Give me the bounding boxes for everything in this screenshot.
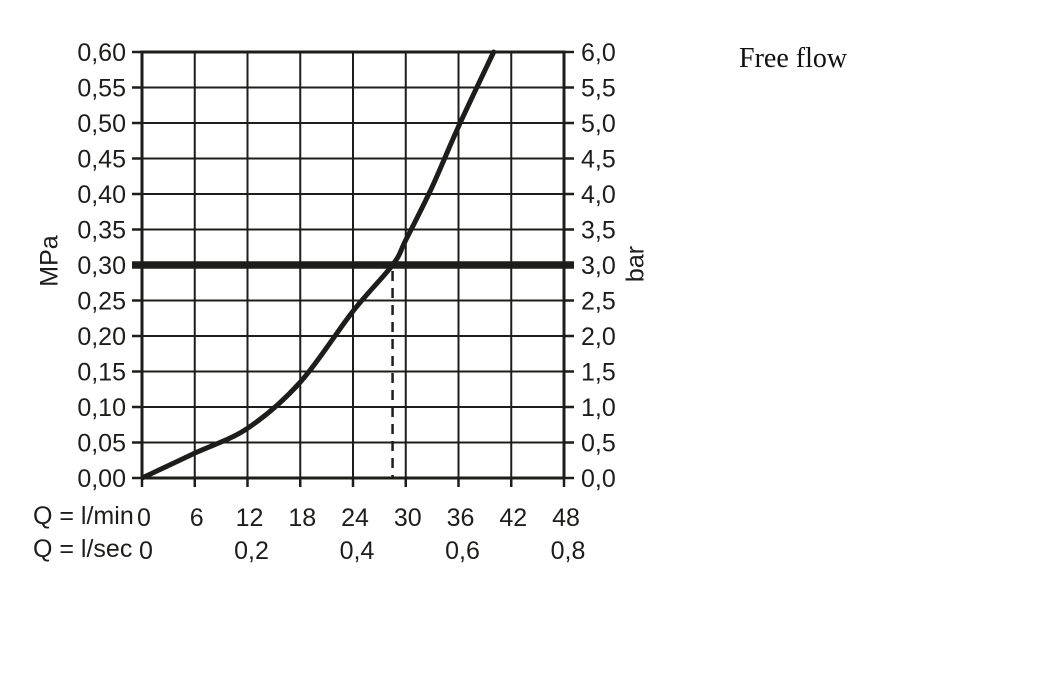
svg-text:42: 42 [499,504,527,532]
svg-text:3,0: 3,0 [581,252,616,280]
svg-text:0,25: 0,25 [77,288,126,316]
y-axis-left-unit-label: MPa [35,235,64,287]
svg-text:0,60: 0,60 [77,39,126,67]
svg-text:0,00: 0,00 [77,465,126,493]
svg-text:3,5: 3,5 [581,217,616,245]
svg-text:12: 12 [236,504,264,532]
svg-text:0,6: 0,6 [445,537,480,565]
plot-border [140,50,566,480]
svg-text:1,0: 1,0 [581,394,616,422]
svg-text:48: 48 [552,504,580,532]
svg-text:0,30: 0,30 [77,252,126,280]
chart-title: Free flow [739,43,848,74]
svg-text:0,0: 0,0 [581,465,616,493]
svg-text:0,45: 0,45 [77,146,126,174]
y-axis-right-unit-label: bar [621,245,650,283]
svg-text:0: 0 [139,537,153,565]
svg-text:2,5: 2,5 [581,288,616,316]
x-axis-lmin-tick-labels: 0 6 12 18 24 30 36 42 48 [137,504,580,532]
svg-text:6,0: 6,0 [581,39,616,67]
svg-text:4,0: 4,0 [581,181,616,209]
svg-text:0,05: 0,05 [77,430,126,458]
svg-text:6: 6 [190,504,204,532]
svg-text:36: 36 [447,504,475,532]
svg-text:0,20: 0,20 [77,323,126,351]
svg-text:24: 24 [341,504,369,532]
y-axis-right-tick-labels: 6,0 5,5 5,0 4,5 4,0 3,5 3,0 2,5 2,0 1,5 1,0 0,5 0,0 [581,39,616,493]
svg-text:5,0: 5,0 [581,110,616,138]
svg-text:0,15: 0,15 [77,359,126,387]
svg-text:1,5: 1,5 [581,359,616,387]
svg-text:0,4: 0,4 [340,537,375,565]
svg-text:2,0: 2,0 [581,323,616,351]
svg-text:0,55: 0,55 [77,75,126,103]
svg-text:0,2: 0,2 [234,537,269,565]
svg-text:0: 0 [137,504,151,532]
svg-text:30: 30 [394,504,422,532]
axis-tick-marks [132,50,574,487]
svg-text:0,10: 0,10 [77,394,126,422]
y-axis-left-tick-labels: 0,60 0,55 0,50 0,45 0,40 0,35 0,30 0,25 0,20 0,15… [77,39,126,493]
svg-text:0,8: 0,8 [551,537,586,565]
flow-curve [141,49,497,480]
x-axis-lmin-unit-label: Q = l/min [33,502,134,530]
x-axis-lsec-unit-label: Q = l/sec [33,535,133,563]
svg-text:0,40: 0,40 [77,181,126,209]
svg-text:5,5: 5,5 [581,75,616,103]
svg-text:0,50: 0,50 [77,110,126,138]
x-axis-lsec-tick-labels: 0 0,2 0,4 0,6 0,8 [139,537,585,565]
svg-text:0,5: 0,5 [581,430,616,458]
svg-text:18: 18 [288,504,316,532]
svg-text:0,35: 0,35 [77,217,126,245]
svg-text:4,5: 4,5 [581,146,616,174]
